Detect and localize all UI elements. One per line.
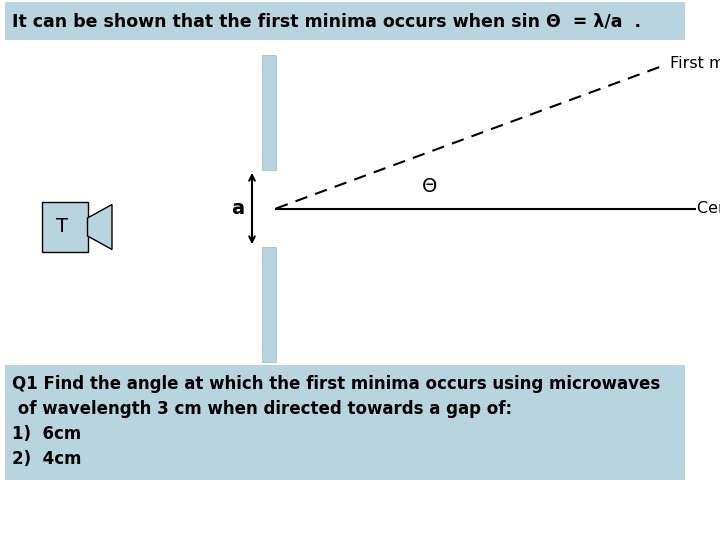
Bar [42, 202, 88, 252]
Text: T: T [56, 218, 68, 237]
Text: Central maxima: Central maxima [697, 201, 720, 216]
Bar [262, 247, 276, 362]
Text: a: a [231, 199, 245, 218]
Bar [5, 2, 685, 40]
Bar [5, 365, 685, 480]
Text: Θ: Θ [423, 178, 438, 197]
Text: First minima: First minima [670, 56, 720, 71]
Bar [262, 55, 276, 170]
Text: Q1 Find the angle at which the first minima occurs using microwaves
 of waveleng: Q1 Find the angle at which the first min… [12, 375, 660, 468]
Text: It can be shown that the first minima occurs when sin Θ  = λ/a  .: It can be shown that the first minima oc… [12, 12, 641, 30]
Polygon shape [88, 205, 112, 249]
